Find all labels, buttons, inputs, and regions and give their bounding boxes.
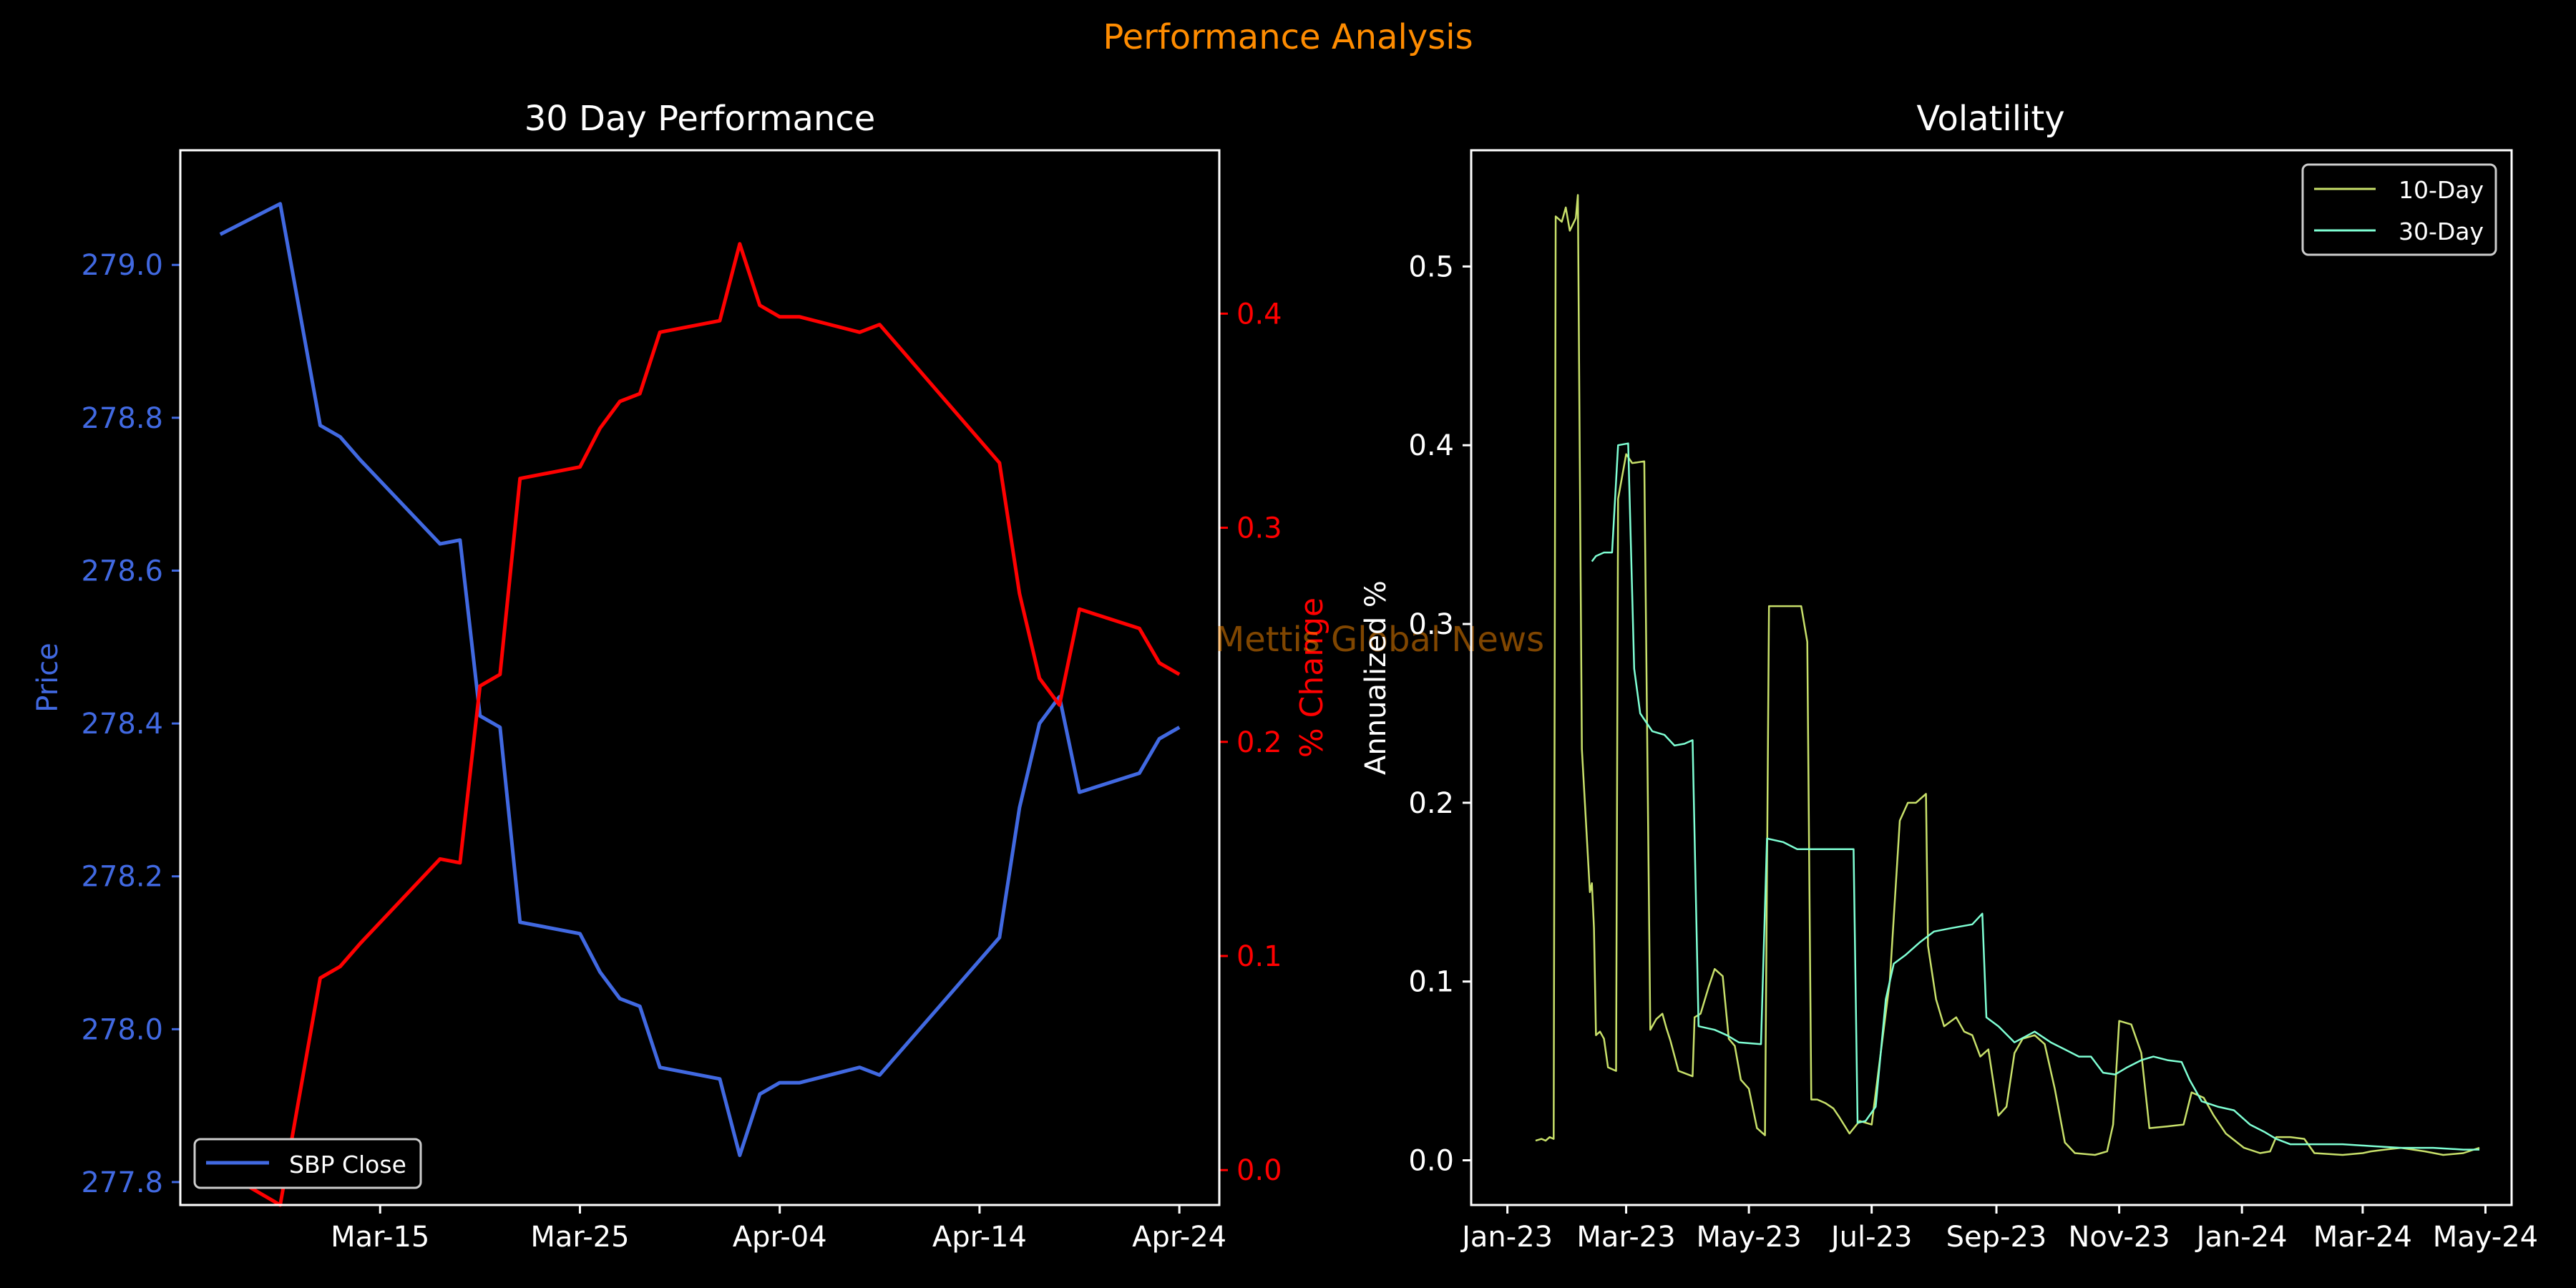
right-x-tick-label: Jan-24: [2195, 1221, 2288, 1254]
left-x-tick-label: Mar-25: [530, 1221, 629, 1254]
series-line-sbp-close: [219, 202, 1181, 1158]
right-chart-y-axis-label: Annualized %: [1360, 580, 1392, 775]
figure-title: Performance Analysis: [1103, 17, 1473, 57]
right-legend-box: [2301, 163, 2497, 256]
left-y-tick-label: 278.2: [81, 861, 163, 894]
series-line-30-day: [1591, 442, 2479, 1151]
right-x-tick-label: Jan-23: [1460, 1221, 1553, 1254]
right-y-tick-label: 0.3: [1236, 512, 1282, 545]
left-chart-panel: 30 Day Performance Mar-15 Mar-25 Apr-04 Apr…: [31, 99, 1330, 1254]
right-chart-y-tick-label: 0.4: [1408, 429, 1454, 462]
legend-label-30-day: 30-Day: [2399, 218, 2484, 245]
left-y-tick-label: 277.8: [81, 1166, 163, 1199]
left-axis-ticks: Mar-15 Mar-25 Apr-04 Apr-14 Apr-24 277.8 278.0…: [81, 249, 1282, 1254]
right-chart-title: Volatility: [1916, 99, 2064, 139]
right-chart-panel: Volatility Jan-23 Mar-23 May-23 Jul-23 Sep-2…: [1360, 99, 2538, 1254]
right-plot-frame: [1470, 149, 2513, 1206]
right-y-axis-label: % Change: [1294, 597, 1330, 758]
right-y-tick-label: 0.0: [1236, 1154, 1282, 1187]
right-y-tick-label: 0.2: [1236, 726, 1282, 759]
legend-label-10-day: 10-Day: [2399, 176, 2484, 204]
left-y-tick-label: 279.0: [81, 249, 163, 282]
left-legend-box: [193, 1138, 422, 1189]
right-x-tick-label: Sep-23: [1946, 1221, 2047, 1254]
watermark-text: Mettis Global News: [1215, 620, 1544, 660]
right-series-lines: [1535, 194, 2480, 1156]
right-x-tick-label: May-23: [1696, 1221, 1801, 1254]
right-chart-y-tick-label: 0.5: [1408, 250, 1454, 283]
right-chart-y-tick-label: 0.3: [1408, 608, 1454, 641]
right-chart-y-tick-label: 0.2: [1408, 787, 1454, 820]
left-y-tick-label: 278.4: [81, 708, 163, 741]
left-x-tick-label: Apr-24: [1132, 1221, 1226, 1254]
right-axis-ticks: Jan-23 Mar-23 May-23 Jul-23 Sep-23 Nov-23 Jan-…: [1408, 250, 2538, 1254]
right-x-tick-label: Mar-24: [2313, 1221, 2412, 1254]
left-plot-frame: [179, 149, 1221, 1206]
left-x-tick-label: Mar-15: [331, 1221, 429, 1254]
series-line-change: [219, 242, 1181, 1207]
left-y-tick-label: 278.8: [81, 402, 163, 435]
legend-label-sbp-close: SBP Close: [289, 1151, 406, 1179]
right-y-tick-label: 0.1: [1236, 940, 1282, 973]
right-x-tick-label: Mar-23: [1576, 1221, 1675, 1254]
left-y-axis-label: Price: [31, 643, 64, 713]
series-line-10-day: [1535, 194, 2480, 1156]
right-y-tick-label: 0.4: [1236, 298, 1282, 331]
left-y-tick-label: 278.0: [81, 1013, 163, 1046]
left-x-tick-label: Apr-04: [733, 1221, 827, 1254]
right-legend: 10-Day 30-Day: [2301, 163, 2497, 256]
right-chart-y-tick-label: 0.1: [1408, 966, 1454, 999]
left-x-tick-label: Apr-14: [932, 1221, 1027, 1254]
left-chart-title: 30 Day Performance: [525, 99, 876, 139]
left-series-lines: [219, 202, 1181, 1207]
left-y-tick-label: 278.6: [81, 555, 163, 587]
right-x-tick-label: Jul-23: [1829, 1221, 1913, 1254]
right-chart-y-tick-label: 0.0: [1408, 1145, 1454, 1178]
left-legend: SBP Close: [193, 1138, 422, 1189]
right-x-tick-label: May-24: [2433, 1221, 2538, 1254]
right-x-tick-label: Nov-23: [2068, 1221, 2170, 1254]
